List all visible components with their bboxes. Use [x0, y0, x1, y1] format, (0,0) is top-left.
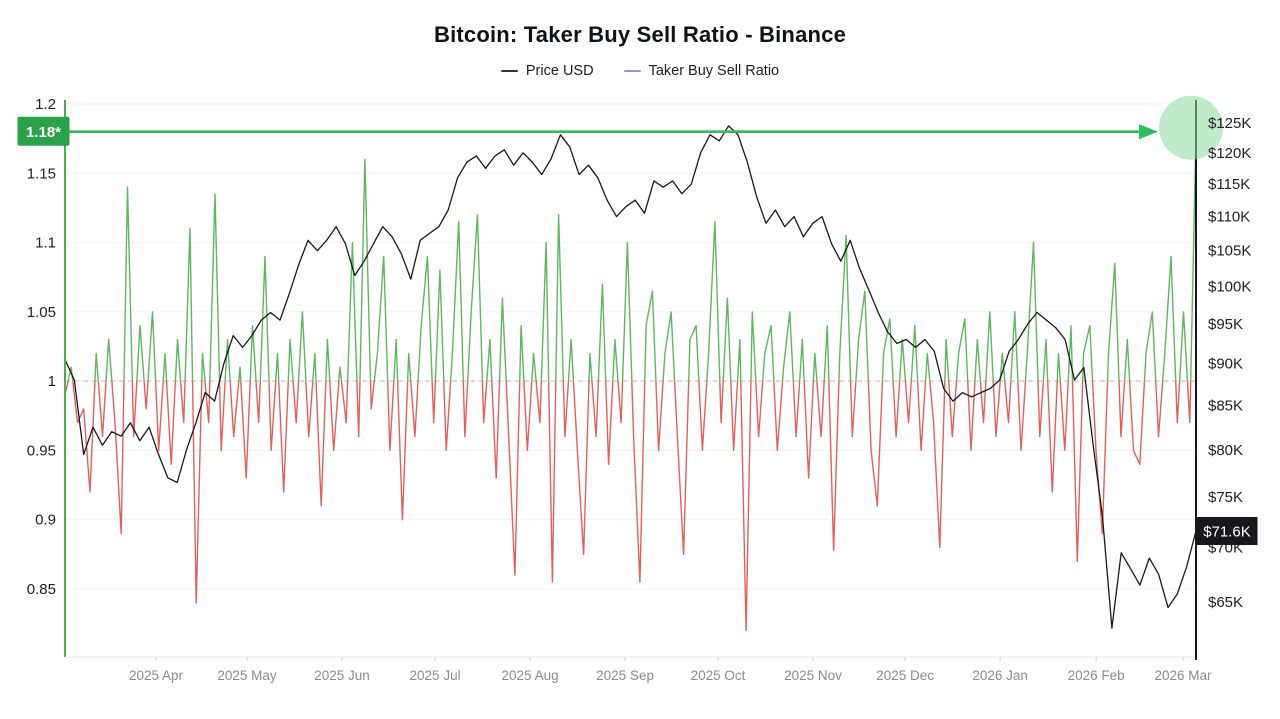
price-series-line — [64, 125, 1197, 629]
right-axis-tick-label: $75K — [1208, 489, 1243, 506]
price-badge-label: $71.6K — [1203, 524, 1251, 541]
legend-dash-price-icon — [500, 69, 518, 73]
x-axis-tick-label: 2025 Dec — [876, 668, 934, 683]
x-axis-tick-label: 2025 Aug — [502, 668, 559, 683]
x-axis-tick-label: 2025 Jun — [314, 668, 370, 683]
right-axis-tick-label: $120K — [1208, 145, 1251, 162]
x-axis-tick-label: 2025 Apr — [129, 668, 184, 683]
left-axis-tick-labels: 1.2 1.15 1.1 1.05 1 0.95 0.9 0.85 — [27, 96, 56, 598]
threshold-badge-label: 1.18* — [26, 124, 61, 141]
right-axis-tick-label: $65K — [1208, 594, 1243, 611]
grid-lines — [65, 103, 1196, 590]
right-axis-tick-label: $100K — [1208, 278, 1251, 295]
legend-item-ratio[interactable]: Taker Buy Sell Ratio — [623, 63, 780, 79]
x-axis-tick-label: 2025 Jul — [410, 668, 461, 683]
legend-dash-ratio-icon — [623, 69, 641, 73]
left-axis-tick-label: 1 — [48, 373, 56, 390]
chart-legend: Price USD Taker Buy Sell Ratio — [0, 63, 1280, 79]
x-axis-tick-labels: 2025 Apr 2025 May 2025 Jun 2025 Jul 2025 Aug… — [129, 657, 1212, 683]
left-axis-tick-label: 1.05 — [27, 304, 56, 321]
left-axis-tick-label: 0.85 — [27, 581, 56, 598]
threshold-badge: 1.18* — [17, 116, 70, 146]
legend-item-price[interactable]: Price USD — [500, 63, 594, 79]
price-badge-bg — [1196, 517, 1258, 546]
threshold-arrowhead-icon — [1139, 124, 1158, 140]
right-axis-tick-label: $110K — [1208, 209, 1250, 226]
right-axis-tick-label: $80K — [1208, 442, 1243, 459]
left-axis-tick-label: 1.2 — [35, 96, 56, 113]
legend-label-price: Price USD — [525, 63, 594, 79]
right-axis-tick-label: $85K — [1208, 397, 1243, 414]
right-axis-tick-label: $125K — [1208, 115, 1251, 132]
ratio-series-line-above — [67, 131, 1197, 382]
right-axis-tick-label: $105K — [1208, 243, 1251, 260]
highlight-circle — [1159, 95, 1223, 160]
price-badge: $71.6K — [1196, 517, 1258, 546]
ratio-series — [64, 131, 1197, 632]
x-axis-tick-label: 2025 Sep — [596, 668, 654, 683]
left-axis-tick-label: 0.9 — [35, 512, 56, 529]
right-axis-tick-labels: $125K $120K $115K $110K $105K $100K $95K $90K $8… — [1208, 115, 1251, 611]
x-axis-tick-label: 2025 May — [217, 668, 277, 683]
threshold-badge-bg — [17, 116, 70, 146]
left-axis-tick-label: 1.15 — [27, 165, 56, 182]
x-axis-tick-label: 2025 Nov — [784, 668, 842, 683]
left-axis-tick-label: 1.1 — [35, 235, 56, 252]
right-axis-tick-label: $90K — [1208, 356, 1243, 373]
ratio-series-line-below — [64, 381, 1192, 632]
x-axis-tick-label: 2026 Mar — [1154, 668, 1212, 683]
right-axis-tick-label: $115K — [1208, 176, 1250, 193]
x-axis-tick-label: 2026 Feb — [1068, 668, 1125, 683]
left-axis-tick-label: 0.95 — [27, 442, 56, 459]
legend-label-ratio: Taker Buy Sell Ratio — [648, 63, 780, 79]
x-axis-tick-label: 2025 Oct — [691, 668, 746, 683]
right-axis-tick-label: $95K — [1208, 316, 1243, 333]
x-axis-tick-label: 2026 Jan — [972, 668, 1028, 683]
chart-title: Bitcoin: Taker Buy Sell Ratio - Binance — [433, 22, 847, 47]
